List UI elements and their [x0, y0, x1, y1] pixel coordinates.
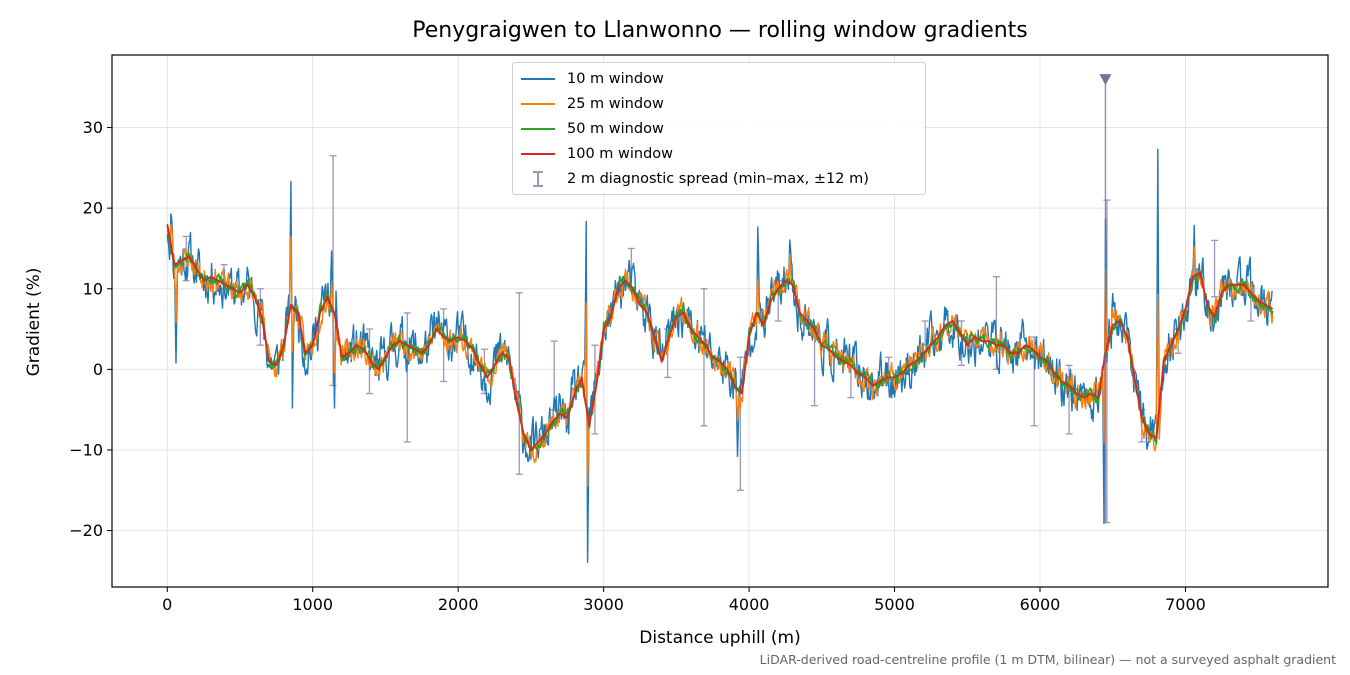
y-tick-label: 10 [83, 279, 103, 298]
x-tick-label: 0 [162, 595, 172, 614]
legend-label-50m: 50 m window [567, 121, 664, 137]
x-tick-label: 3000 [583, 595, 624, 614]
marker-triangle [1099, 74, 1112, 86]
legend-swatch-50m [521, 128, 555, 130]
legend-errorbar-icon [521, 169, 555, 189]
chart-legend: 10 m window 25 m window 50 m window 100 … [512, 62, 926, 195]
y-axis-ticks: −20 −10 0 10 20 30 [69, 118, 112, 540]
series-line-25m [166, 223, 1274, 487]
legend-swatch-10m [521, 78, 555, 80]
y-tick-label: 30 [83, 118, 103, 137]
legend-item-25m: 25 m window [521, 93, 664, 115]
legend-item-50m: 50 m window [521, 118, 664, 140]
legend-item-spread: 2 m diagnostic spread (min–max, ±12 m) [521, 168, 869, 190]
chart-title: Penygraigwen to Llanwonno — rolling wind… [412, 18, 1028, 43]
legend-label-100m: 100 m window [567, 146, 674, 162]
legend-label-spread: 2 m diagnostic spread (min–max, ±12 m) [567, 171, 869, 187]
legend-label-25m: 25 m window [567, 96, 664, 112]
x-tick-label: 1000 [292, 595, 333, 614]
x-tick-label: 7000 [1165, 595, 1206, 614]
legend-label-10m: 10 m window [567, 71, 664, 87]
error-bars [182, 155, 1255, 524]
x-tick-label: 5000 [874, 595, 915, 614]
legend-item-100m: 100 m window [521, 143, 673, 165]
x-tick-label: 4000 [729, 595, 770, 614]
plot-frame [111, 54, 1329, 588]
x-tick-label: 2000 [438, 595, 479, 614]
legend-item-10m: 10 m window [521, 68, 664, 90]
x-axis-label: Distance uphill (m) [639, 628, 801, 648]
legend-swatch-25m [521, 103, 555, 105]
data-source-note: LiDAR-derived road-centreline profile (1… [759, 652, 1336, 667]
series-line-100m [166, 224, 1274, 451]
x-axis-ticks: 0 1000 2000 3000 4000 5000 6000 7000 [162, 587, 1206, 614]
series-lines [166, 148, 1274, 563]
peak-marker [1099, 74, 1112, 523]
x-tick-label: 6000 [1020, 595, 1061, 614]
y-tick-label: 0 [93, 360, 103, 379]
y-axis-label: Gradient (%) [24, 267, 44, 377]
y-tick-label: 20 [83, 199, 103, 218]
legend-swatch-100m [521, 153, 555, 155]
y-tick-label: −20 [69, 521, 103, 540]
y-tick-label: −10 [69, 440, 103, 459]
